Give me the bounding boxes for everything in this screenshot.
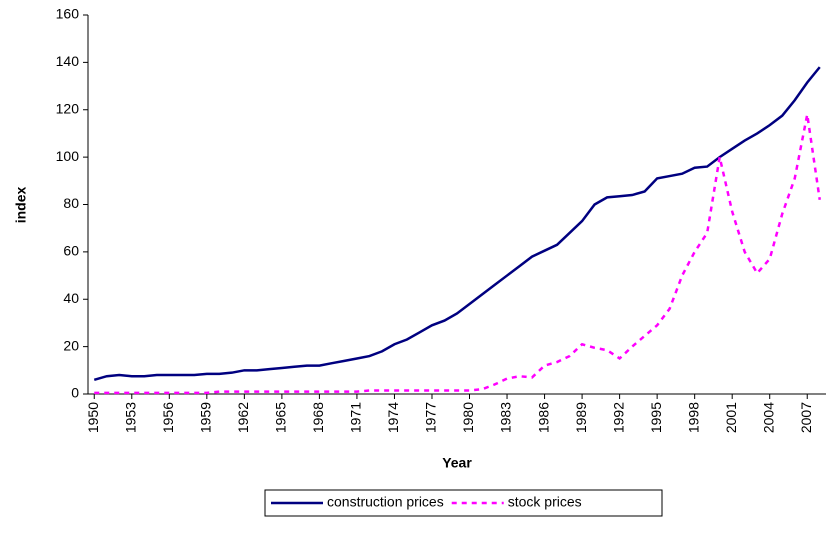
x-tick-label: 1995 bbox=[648, 402, 664, 433]
y-tick-label: 120 bbox=[56, 100, 80, 116]
y-axis-title: index bbox=[13, 187, 29, 224]
x-tick-label: 1953 bbox=[122, 402, 138, 433]
x-tick-label: 1998 bbox=[685, 402, 701, 433]
legend-label: construction prices bbox=[327, 494, 444, 510]
x-tick-label: 1971 bbox=[348, 402, 364, 433]
y-tick-label: 100 bbox=[56, 148, 80, 164]
y-tick-label: 140 bbox=[56, 53, 80, 69]
x-tick-label: 1983 bbox=[498, 402, 514, 433]
y-tick-label: 60 bbox=[63, 243, 79, 259]
y-tick-label: 40 bbox=[63, 290, 79, 306]
x-tick-label: 1950 bbox=[85, 402, 101, 433]
x-tick-label: 1977 bbox=[423, 402, 439, 433]
x-tick-label: 2001 bbox=[723, 402, 739, 433]
x-tick-label: 1974 bbox=[385, 402, 401, 433]
y-tick-label: 160 bbox=[56, 6, 80, 22]
legend-label: stock prices bbox=[508, 494, 582, 510]
x-tick-label: 2007 bbox=[798, 402, 814, 433]
line-series bbox=[94, 114, 821, 395]
x-axis-title: Year bbox=[442, 455, 472, 471]
x-tick-label: 1992 bbox=[610, 402, 626, 433]
x-tick-label: 1980 bbox=[460, 402, 476, 433]
y-tick-label: 20 bbox=[63, 337, 79, 353]
legend-box bbox=[264, 489, 663, 517]
x-tick-label: 1965 bbox=[273, 402, 289, 433]
x-tick-label: 1956 bbox=[160, 402, 176, 433]
y-tick-label: 0 bbox=[71, 385, 79, 401]
x-tick-label: 1968 bbox=[310, 402, 326, 433]
line-series bbox=[93, 66, 821, 381]
y-tick-label: 80 bbox=[63, 195, 79, 211]
x-tick-label: 1962 bbox=[235, 402, 251, 433]
x-tick-label: 1986 bbox=[535, 402, 551, 433]
x-tick-label: 2004 bbox=[760, 402, 776, 433]
x-tick-label: 1959 bbox=[198, 402, 214, 433]
x-tick-label: 1989 bbox=[573, 402, 589, 433]
